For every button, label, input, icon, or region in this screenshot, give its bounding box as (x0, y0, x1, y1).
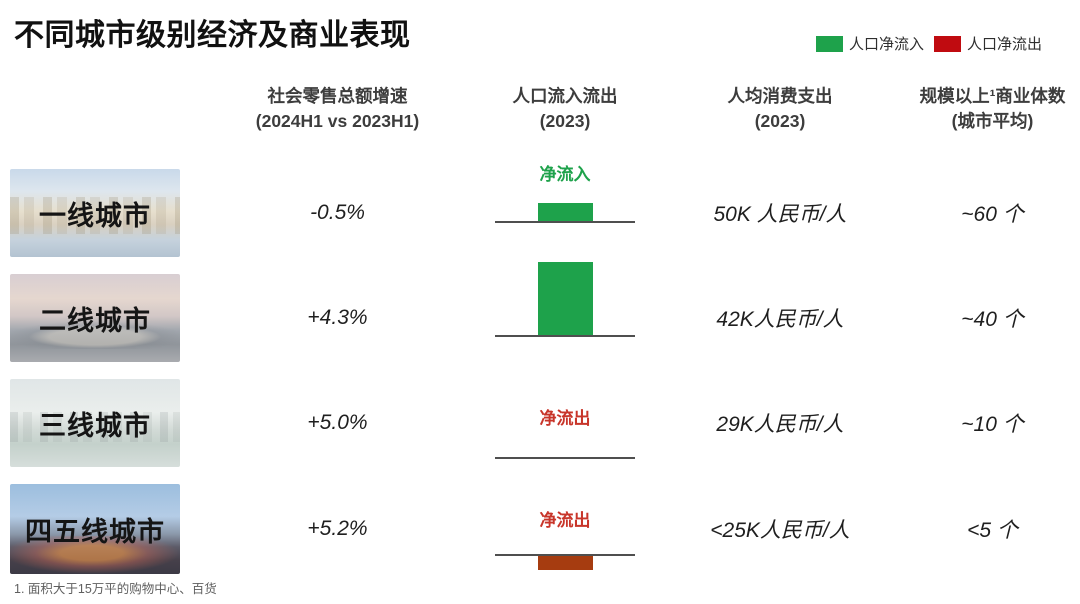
retail-growth-value: -0.5% (310, 201, 365, 224)
malls-value: ~60 个 (961, 203, 1024, 226)
consumption-value: 50K 人民币/人 (713, 203, 847, 226)
consumption-cell: 42K人民币/人 (655, 274, 905, 362)
city-tier-label: 二线城市 (39, 305, 151, 336)
footnote: 1. 面积大于15万平的购物中心、百货 (14, 582, 217, 596)
population-flow-cell: 净流出 (475, 484, 655, 574)
city-tier-label: 一线城市 (39, 200, 151, 231)
header-line1: 人均消费支出 (727, 86, 833, 106)
flow-baseline (495, 221, 635, 223)
outflow-swatch-icon (933, 35, 961, 52)
retail-growth-value: +4.3% (307, 306, 368, 329)
column-header-population-flow: 人口流入流出 (2023) (475, 80, 655, 152)
header-line1: 人口流入流出 (512, 86, 618, 106)
city-tier-label: 三线城市 (39, 410, 151, 441)
flow-baseline (495, 457, 635, 459)
consumption-cell: 50K 人民币/人 (655, 169, 905, 257)
flow-baseline (495, 554, 635, 556)
consumption-cell: <25K人民币/人 (655, 484, 905, 574)
flow-direction-label: 净流入 (539, 165, 591, 184)
inflow-bar (537, 203, 593, 221)
retail-growth-cell: +5.0% (200, 379, 475, 467)
tier3-city-photo: 三线城市 (10, 379, 180, 467)
malls-cell: ~40 个 (905, 274, 1080, 362)
city-skyline-decoration (10, 412, 180, 443)
city-tier-label: 四五线城市 (25, 516, 165, 547)
inflow-swatch-icon (815, 35, 843, 52)
malls-value: ~40 个 (961, 308, 1024, 331)
column-header-malls: 规模以上¹商业体数 (城市平均) (905, 80, 1080, 152)
tier45-city-photo: 四五线城市 (10, 484, 180, 574)
city-skyline-decoration (10, 197, 180, 235)
column-header-retail-growth: 社会零售总额增速 (2024H1 vs 2023H1) (200, 80, 475, 152)
table-row-tier2-image-cell: 二线城市 (0, 274, 200, 362)
city-skyline-decoration (10, 536, 180, 574)
retail-growth-value: +5.2% (307, 517, 368, 540)
malls-cell: ~60 个 (905, 169, 1080, 257)
flow-direction-label: 净流出 (539, 409, 591, 428)
header-line2: (2024H1 vs 2023H1) (255, 111, 420, 132)
tier1-city-photo: 一线城市 (10, 169, 180, 257)
header-line2: (2023) (754, 111, 806, 132)
legend-item-inflow: 人口净流入 (815, 33, 924, 54)
consumption-value: 29K人民币/人 (716, 413, 844, 436)
population-flow-cell: 净流出 (475, 379, 655, 467)
retail-growth-cell: +4.3% (200, 274, 475, 362)
inflow-bar (537, 262, 593, 335)
legend-item-outflow: 人口净流出 (933, 33, 1042, 54)
legend-label: 人口净流出 (966, 36, 1042, 53)
header-line2: (2023) (539, 111, 591, 132)
flow-direction-label: 净流出 (539, 511, 591, 530)
comparison-table: 社会零售总额增速 (2024H1 vs 2023H1) 人口流入流出 (2023… (0, 80, 1080, 574)
retail-growth-cell: +5.2% (200, 484, 475, 574)
tier2-city-photo: 二线城市 (10, 274, 180, 362)
malls-cell: ~10 个 (905, 379, 1080, 467)
header-line2: (城市平均) (951, 111, 1034, 132)
malls-value: ~10 个 (961, 413, 1024, 436)
table-row-tier45-image-cell: 四五线城市 (0, 484, 200, 574)
column-header-consumption: 人均消费支出 (2023) (655, 80, 905, 152)
consumption-cell: 29K人民币/人 (655, 379, 905, 467)
legend: 人口净流入 人口净流出 (815, 33, 1042, 54)
population-flow-cell: 净流入 (475, 165, 655, 257)
outflow-bar (537, 556, 593, 570)
page-title: 不同城市级别经济及商业表现 (14, 19, 411, 52)
flow-baseline (495, 335, 635, 337)
table-row-tier1-image-cell: 一线城市 (0, 169, 200, 257)
table-row-tier3-image-cell: 三线城市 (0, 379, 200, 467)
header-spacer (0, 80, 200, 152)
header-line1: 规模以上¹商业体数 (919, 86, 1066, 106)
retail-growth-cell: -0.5% (200, 169, 475, 257)
malls-value: <5 个 (967, 519, 1018, 542)
retail-growth-value: +5.0% (307, 411, 368, 434)
population-flow-cell (475, 262, 655, 362)
header-line1: 社会零售总额增速 (267, 86, 408, 106)
legend-label: 人口净流入 (848, 36, 924, 53)
consumption-value: <25K人民币/人 (710, 519, 850, 542)
city-skyline-decoration (10, 322, 180, 349)
malls-cell: <5 个 (905, 484, 1080, 574)
consumption-value: 42K人民币/人 (716, 308, 844, 331)
